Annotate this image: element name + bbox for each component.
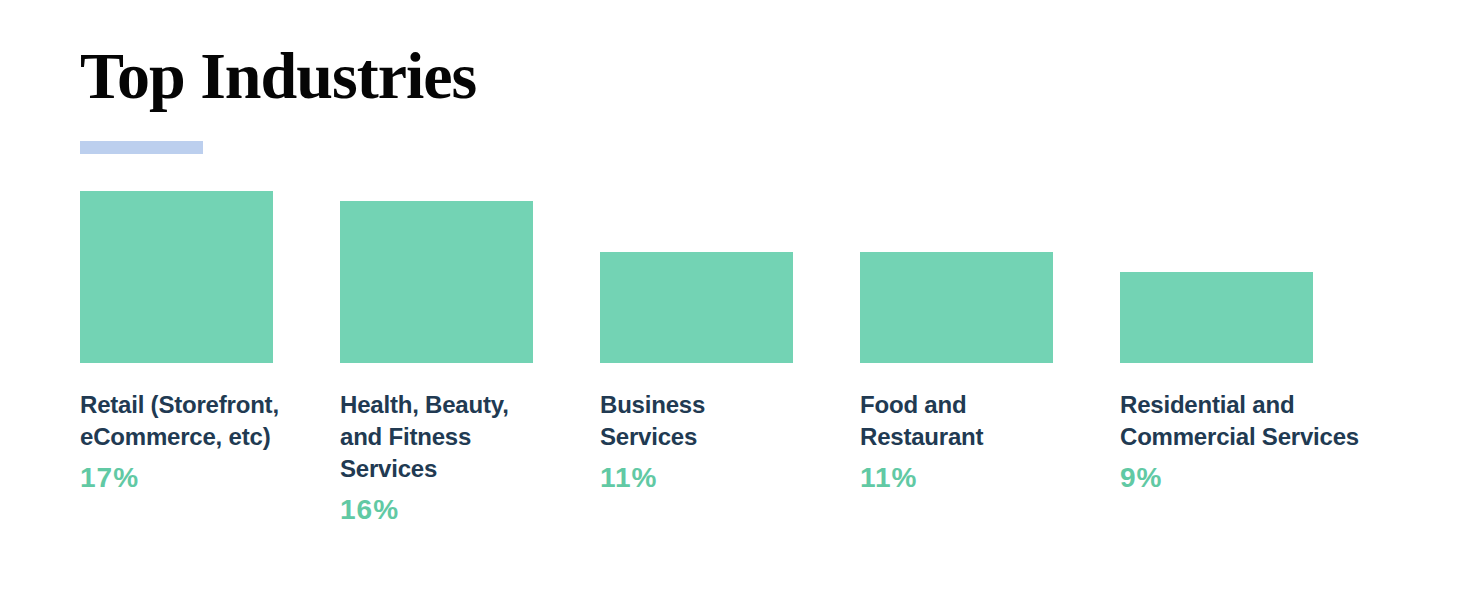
bar-zone [80, 191, 273, 363]
industry-label: Residential and Commercial Services [1120, 389, 1398, 453]
industry-column-business-services: Business Services 11% [600, 191, 793, 495]
industry-percentage: 11% [860, 461, 1053, 495]
bar-zone [600, 191, 793, 363]
bar-business-services [600, 252, 793, 363]
industry-percentage: 16% [340, 493, 533, 527]
industry-column-health-beauty-fitness: Health, Beauty, and Fitness Services 16% [340, 191, 533, 527]
industry-label: Business Services [600, 389, 878, 453]
bar-retail [80, 191, 273, 363]
bar-chart: Retail (Storefront, eCommerce, etc) 17% … [80, 191, 1313, 527]
industry-label: Health, Beauty, and Fitness Services [340, 389, 618, 485]
industry-percentage: 17% [80, 461, 273, 495]
title-accent-underline [80, 141, 203, 154]
industry-label: Food and Restaurant [860, 389, 1138, 453]
industry-column-residential-commercial: Residential and Commercial Services 9% [1120, 191, 1313, 495]
bar-food-restaurant [860, 252, 1053, 363]
page-title: Top Industries [80, 40, 476, 112]
industry-percentage: 11% [600, 461, 793, 495]
industry-percentage: 9% [1120, 461, 1313, 495]
top-industries-infographic: Top Industries Retail (Storefront, eComm… [0, 0, 1480, 593]
bar-zone [1120, 191, 1313, 363]
bar-residential-commercial [1120, 272, 1313, 363]
industry-column-food-restaurant: Food and Restaurant 11% [860, 191, 1053, 495]
industry-column-retail: Retail (Storefront, eCommerce, etc) 17% [80, 191, 273, 495]
industry-label: Retail (Storefront, eCommerce, etc) [80, 389, 358, 453]
bar-health-beauty-fitness [340, 201, 533, 363]
bar-zone [860, 191, 1053, 363]
bar-zone [340, 191, 533, 363]
